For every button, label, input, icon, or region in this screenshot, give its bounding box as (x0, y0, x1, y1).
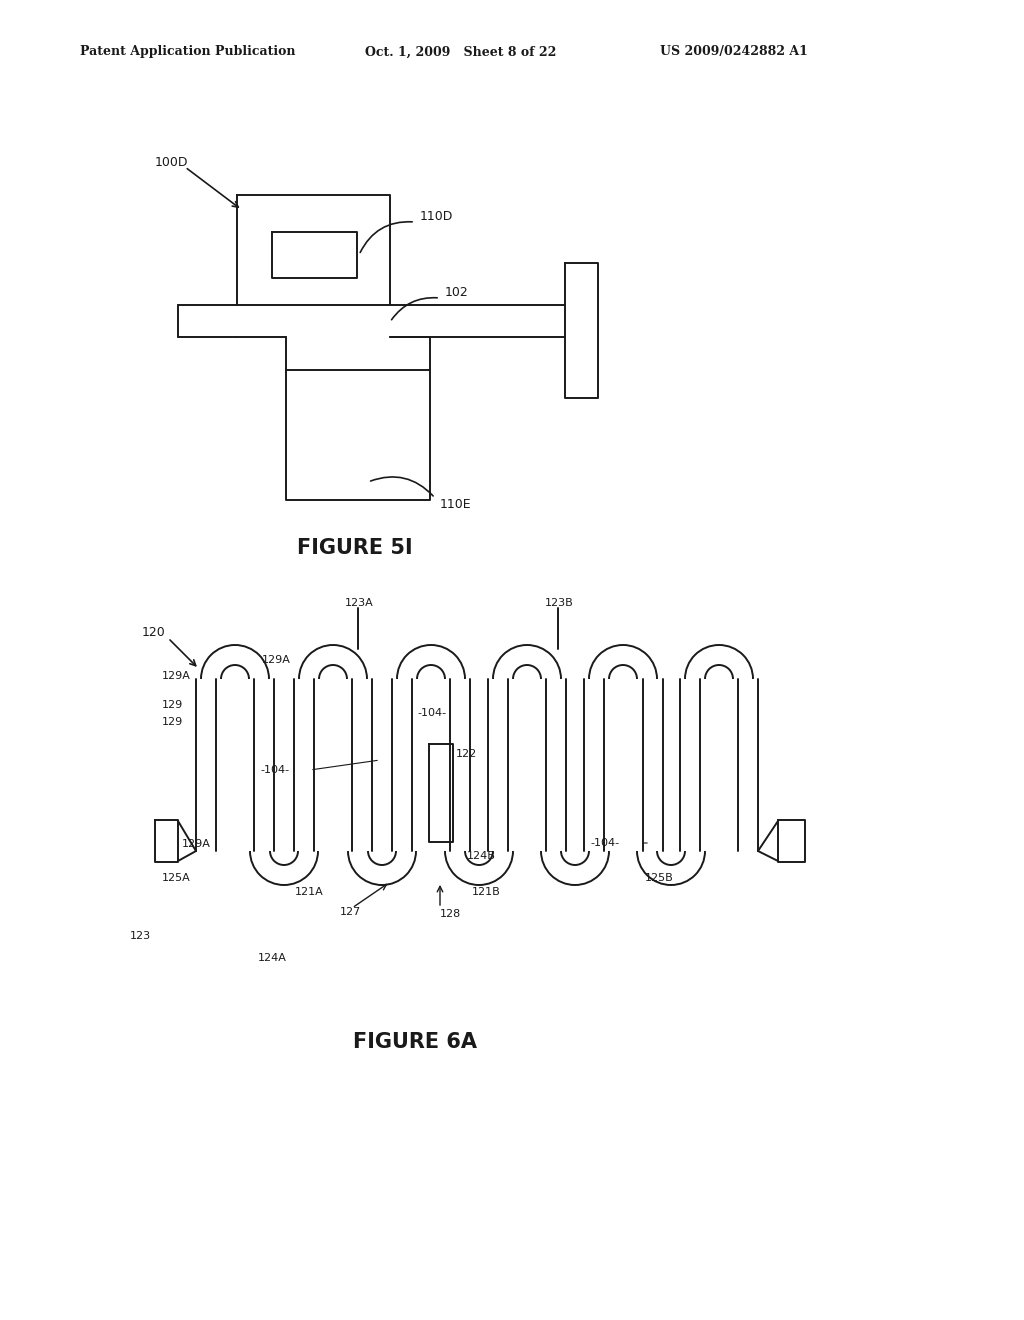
Text: 129A: 129A (182, 840, 211, 849)
Text: Oct. 1, 2009   Sheet 8 of 22: Oct. 1, 2009 Sheet 8 of 22 (365, 45, 556, 58)
Text: 120: 120 (142, 626, 166, 639)
Text: 125B: 125B (645, 873, 674, 883)
Text: 124B: 124B (467, 851, 496, 861)
Text: FIGURE 6A: FIGURE 6A (353, 1032, 477, 1052)
Text: 121B: 121B (472, 887, 501, 898)
Text: 124A: 124A (258, 953, 287, 964)
Text: 122: 122 (456, 748, 477, 759)
Text: 129: 129 (162, 717, 183, 727)
Text: 127: 127 (340, 907, 361, 917)
Text: 100D: 100D (155, 156, 188, 169)
Text: FIGURE 5I: FIGURE 5I (297, 539, 413, 558)
Text: 123B: 123B (545, 598, 573, 609)
Text: 129A: 129A (262, 655, 291, 665)
Text: -104-: -104- (418, 708, 446, 718)
Text: 102: 102 (445, 285, 469, 298)
Text: 110D: 110D (420, 210, 454, 223)
Text: 129A: 129A (162, 671, 190, 681)
Text: 110E: 110E (440, 498, 472, 511)
Text: 123: 123 (130, 931, 152, 941)
Text: 123A: 123A (345, 598, 374, 609)
Text: 121A: 121A (295, 887, 324, 898)
Text: 128: 128 (440, 909, 461, 919)
Text: 125A: 125A (162, 873, 190, 883)
Text: -104-: -104- (261, 766, 290, 775)
Text: US 2009/0242882 A1: US 2009/0242882 A1 (660, 45, 808, 58)
Text: Patent Application Publication: Patent Application Publication (80, 45, 296, 58)
Text: -104-: -104- (591, 838, 620, 847)
Text: 129: 129 (162, 700, 183, 710)
